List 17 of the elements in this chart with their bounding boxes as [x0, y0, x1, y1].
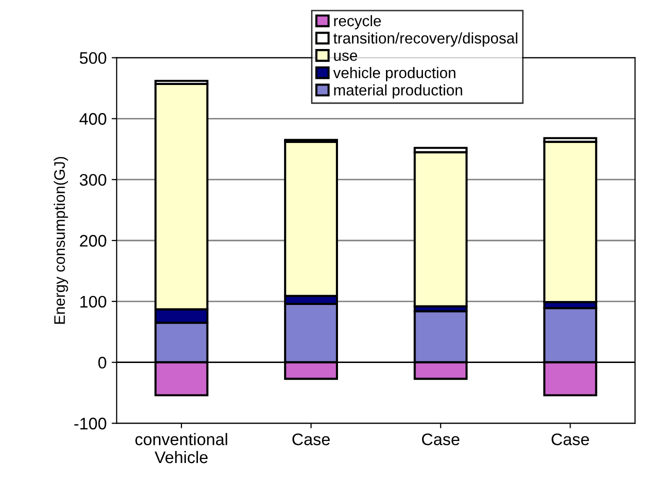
x-tick-label: Case — [552, 433, 589, 446]
x-tick-label: Case — [422, 433, 460, 446]
legend-label: transition/recovery/disposal — [333, 32, 518, 47]
x-tick-label: conventional Vehicle — [135, 433, 228, 464]
legend-label: material production — [334, 84, 462, 99]
legend-label: use — [334, 52, 358, 61]
legend-label: recycle — [334, 15, 381, 30]
legend-label: vehicle production — [333, 67, 456, 82]
y-tick-label: 500 — [80, 52, 106, 64]
y-tick-label: 0 — [98, 356, 106, 369]
y-tick-label: 100 — [80, 296, 106, 308]
y-tick-label: 200 — [80, 234, 106, 247]
y-axis-title: Energy consumption(GJ) — [54, 156, 68, 324]
x-tick-label: Case — [292, 433, 330, 446]
y-tick-label: 300 — [80, 174, 106, 186]
y-tick-label: 400 — [79, 113, 106, 125]
y-tick-label: -100 — [74, 418, 106, 430]
